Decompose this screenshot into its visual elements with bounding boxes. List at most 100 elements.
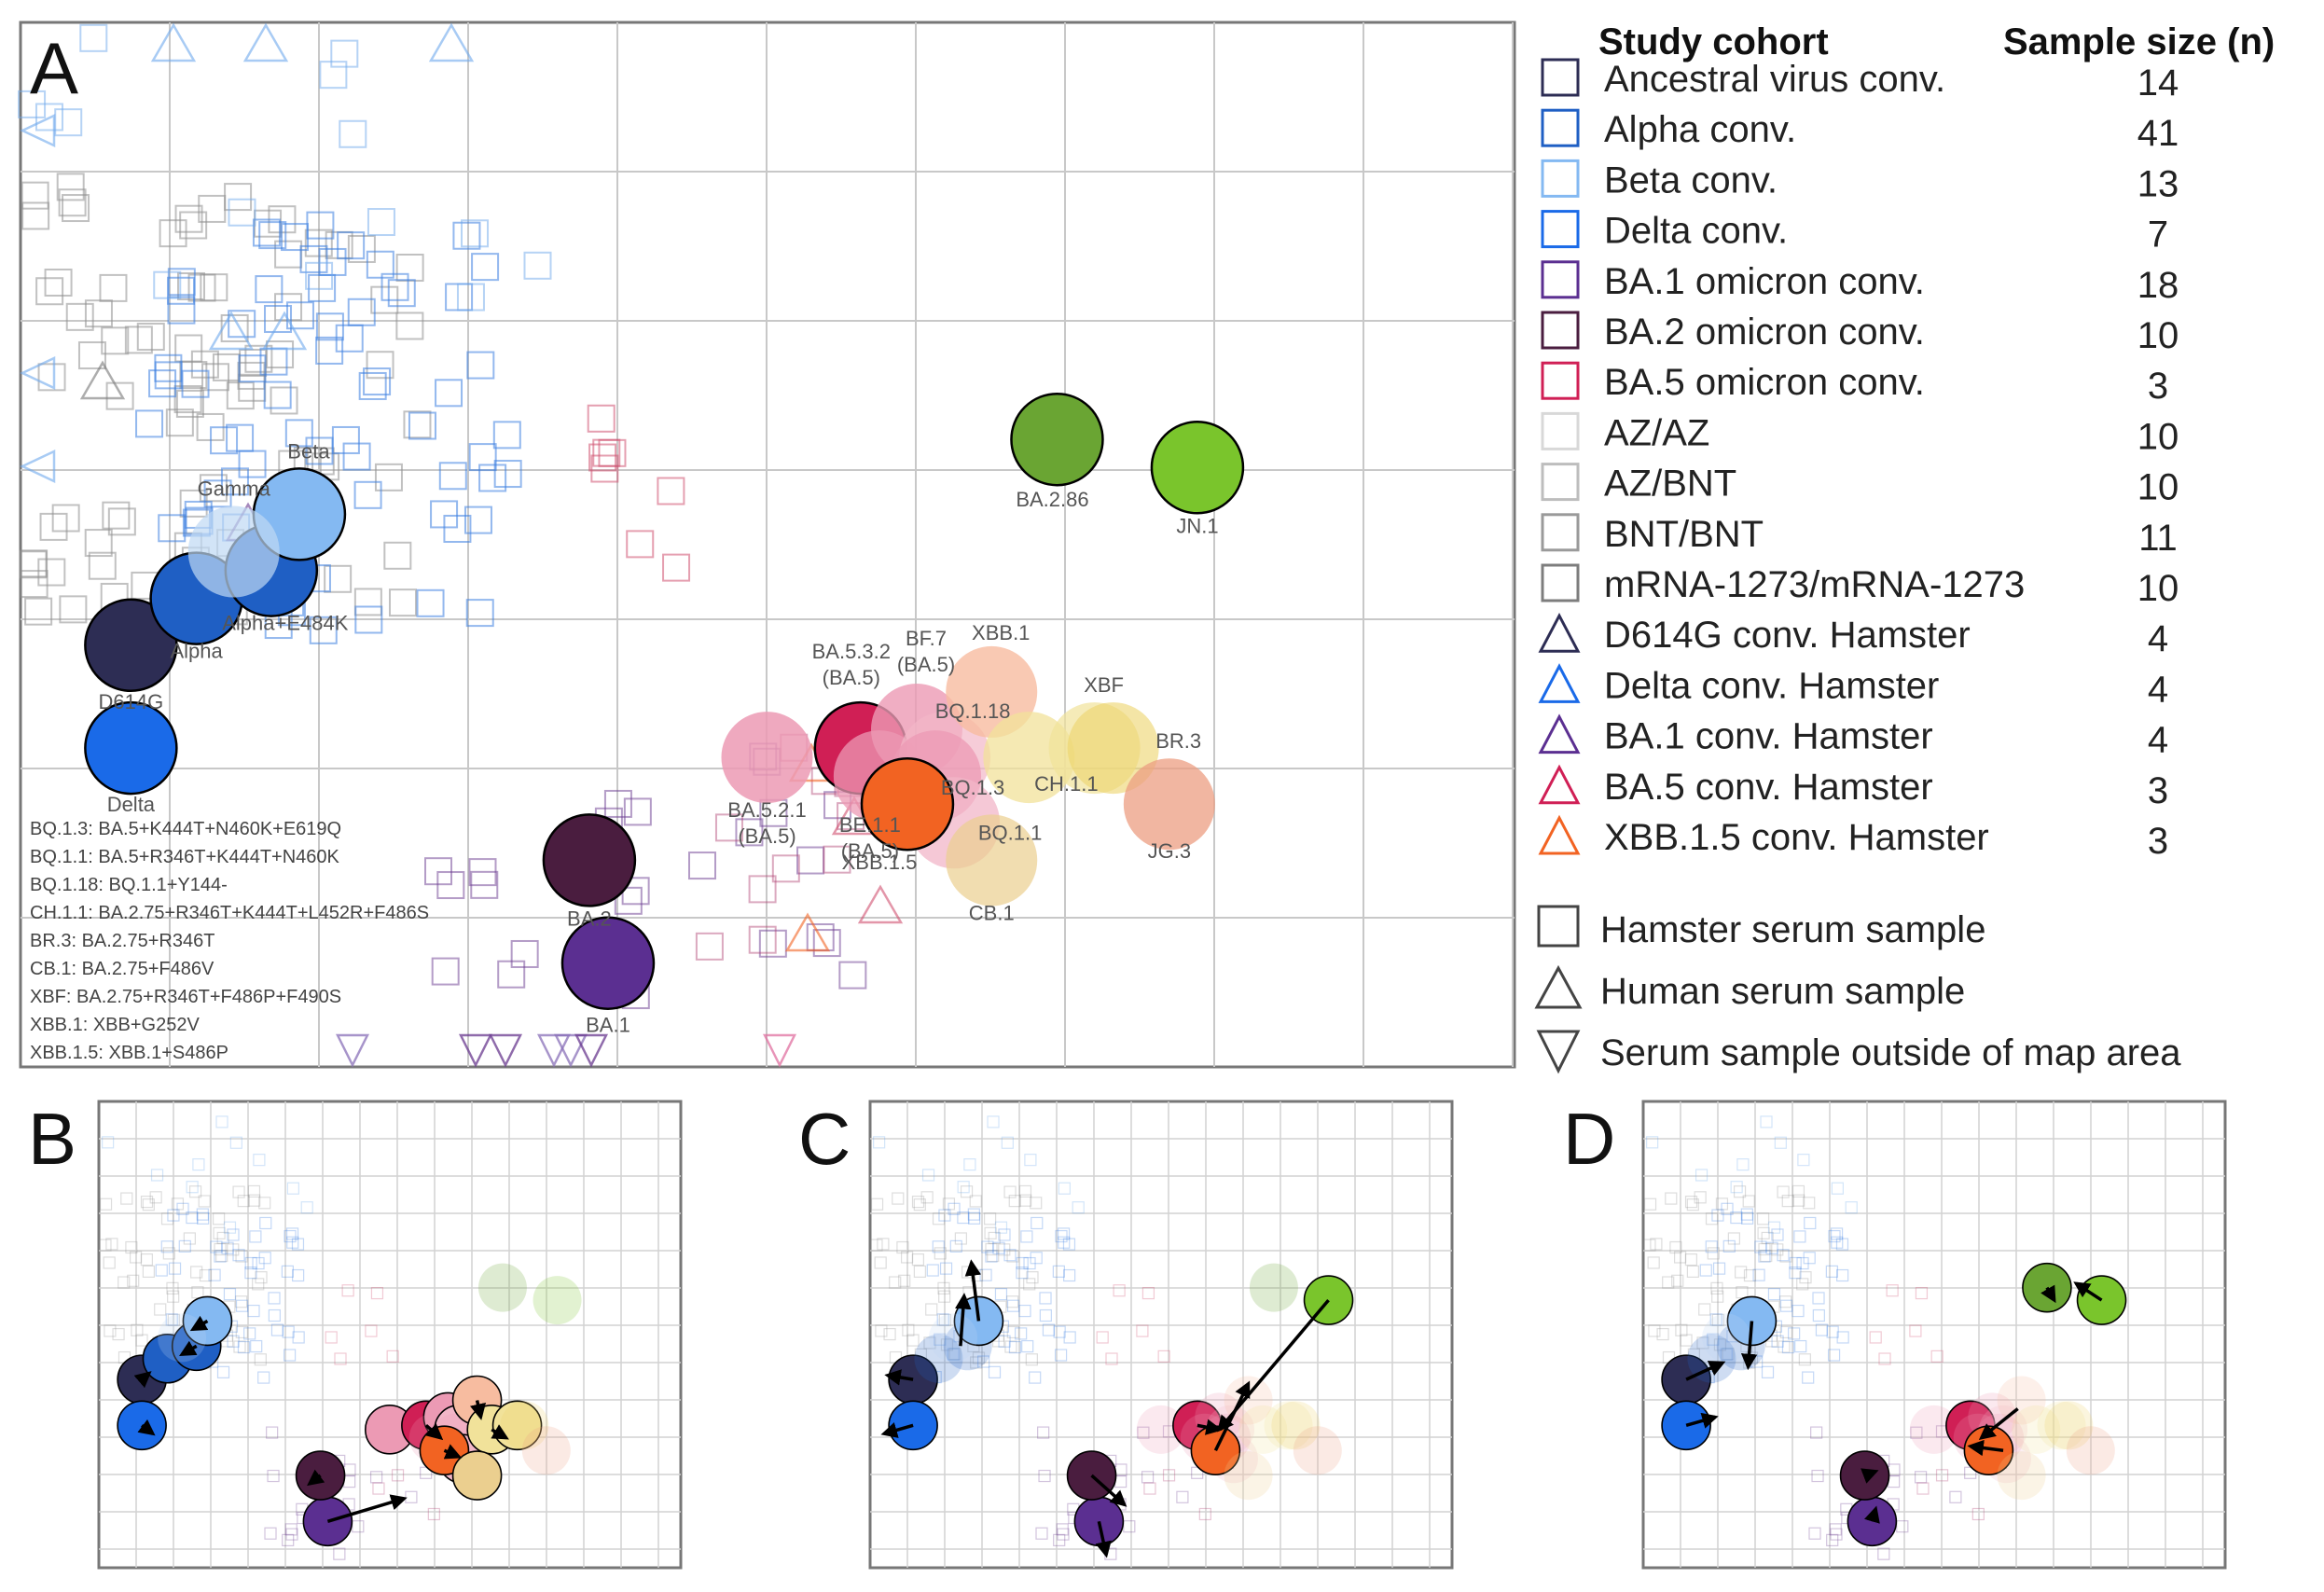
serum-square	[967, 1208, 980, 1221]
legend-square-icon	[1541, 58, 1580, 97]
serum-square	[112, 1327, 125, 1341]
serum-square	[1198, 1507, 1211, 1521]
serum-square	[925, 1303, 938, 1316]
serum-triangle	[150, 22, 197, 62]
serum-square	[913, 1265, 926, 1278]
serum-square	[1845, 1201, 1858, 1214]
serum-square	[1792, 1194, 1805, 1207]
serum-square	[118, 1276, 131, 1289]
serum-square	[1016, 1267, 1029, 1280]
serum-square	[954, 1232, 967, 1245]
serum-square	[124, 325, 153, 354]
serum-square	[347, 298, 376, 326]
serum-square	[1008, 1195, 1021, 1208]
legend-cohort-label: BA.5 conv. Hamster	[1604, 767, 1933, 808]
legend-sample-size: 41	[2137, 113, 2179, 154]
serum-square	[259, 1216, 272, 1230]
antigen-point	[521, 1426, 571, 1475]
serum-square	[196, 1208, 209, 1221]
serum-square	[1056, 1523, 1069, 1536]
legend-shape-label: Serum sample outside of map area	[1600, 1032, 2181, 1073]
serum-square	[341, 1284, 354, 1297]
serum-square	[1722, 1239, 1736, 1253]
serum-square	[243, 1327, 256, 1340]
antigen-label: BA.5.3.2 (BA.5)	[812, 640, 891, 689]
serum-square	[150, 1169, 164, 1182]
serum-square	[234, 1295, 248, 1308]
legend-shape-rows: Hamster serum sample Human serum sample Se…	[1534, 905, 2181, 1074]
serum-square	[1113, 1284, 1126, 1297]
antigen-point	[929, 1313, 978, 1363]
serum-square	[1671, 1274, 1684, 1287]
serum-triangle	[261, 311, 308, 351]
serum-square	[1162, 1469, 1176, 1482]
mutation-note: CH.1.1: BA.2.75+R346T+K444T+L452R+F486S	[30, 903, 429, 923]
serum-square	[1037, 1426, 1050, 1439]
shift-arrow	[307, 1469, 325, 1487]
antigen-label: XBF	[1084, 673, 1124, 697]
serum-square	[1791, 1304, 1805, 1318]
antigen-point	[500, 1401, 549, 1450]
serum-square	[1794, 1339, 1807, 1353]
serum-square	[358, 371, 387, 400]
antigen-point	[158, 1313, 207, 1363]
serum-square	[466, 351, 495, 380]
serum-square	[1157, 1350, 1170, 1363]
antigen-point	[1249, 1263, 1298, 1312]
legend-square-icon	[1541, 361, 1580, 400]
serum-square	[266, 340, 295, 369]
serum-square	[523, 251, 552, 280]
legend-square-icon	[1541, 108, 1580, 147]
antigen-label: Beta	[287, 439, 330, 463]
serum-square	[153, 270, 182, 299]
serum-square	[159, 219, 187, 248]
serum-square	[1684, 1196, 1698, 1209]
serum-square	[1696, 1336, 1709, 1350]
serum-square	[386, 1350, 399, 1363]
antigen-point	[1224, 1451, 1273, 1501]
serum-square	[452, 221, 481, 250]
serum-square	[142, 1265, 155, 1278]
serum-square	[1735, 1266, 1748, 1279]
serum-square	[125, 1240, 138, 1254]
serum-square	[103, 1256, 116, 1269]
serum-square	[1709, 1313, 1722, 1326]
serum-square	[1781, 1195, 1794, 1208]
serum-square	[252, 1256, 265, 1270]
serum-square	[88, 551, 117, 580]
serum-square	[324, 564, 353, 593]
serum-square	[1767, 1288, 1781, 1301]
serum-square	[21, 181, 49, 210]
serum-square	[1021, 1339, 1034, 1353]
serum-square	[1803, 1252, 1816, 1265]
serum-square	[926, 1264, 939, 1277]
legend-square-icon	[1541, 463, 1580, 502]
serum-square	[1909, 1324, 1922, 1337]
serum-square	[463, 505, 492, 534]
serum-square	[284, 419, 313, 448]
serum-square	[212, 1212, 226, 1225]
serum-square	[1741, 1211, 1754, 1225]
legend-cohort-label: AZ/BNT	[1604, 464, 1736, 505]
serum-square	[416, 588, 445, 617]
antigen-point	[2066, 1426, 2115, 1475]
serum-square	[286, 1182, 299, 1195]
serum-triangle	[242, 22, 289, 62]
serum-square	[188, 1185, 202, 1198]
serum-square	[948, 1202, 961, 1215]
panel-label-c: C	[798, 1098, 851, 1180]
serum-square	[215, 1249, 228, 1263]
serum-square	[1105, 1352, 1118, 1365]
serum-square	[838, 961, 867, 990]
serum-square	[208, 1268, 221, 1281]
antigen-point	[2037, 1401, 2086, 1450]
panel-d-content	[1643, 1115, 2127, 1560]
serum-square	[160, 1240, 173, 1253]
shift-arrow	[964, 1259, 982, 1322]
serum-square	[325, 1331, 338, 1344]
serum-square	[1123, 1520, 1136, 1533]
serum-square	[140, 1196, 154, 1209]
serum-square	[1707, 1247, 1720, 1260]
serum-triangle	[857, 884, 904, 924]
serum-square	[1781, 1340, 1795, 1354]
